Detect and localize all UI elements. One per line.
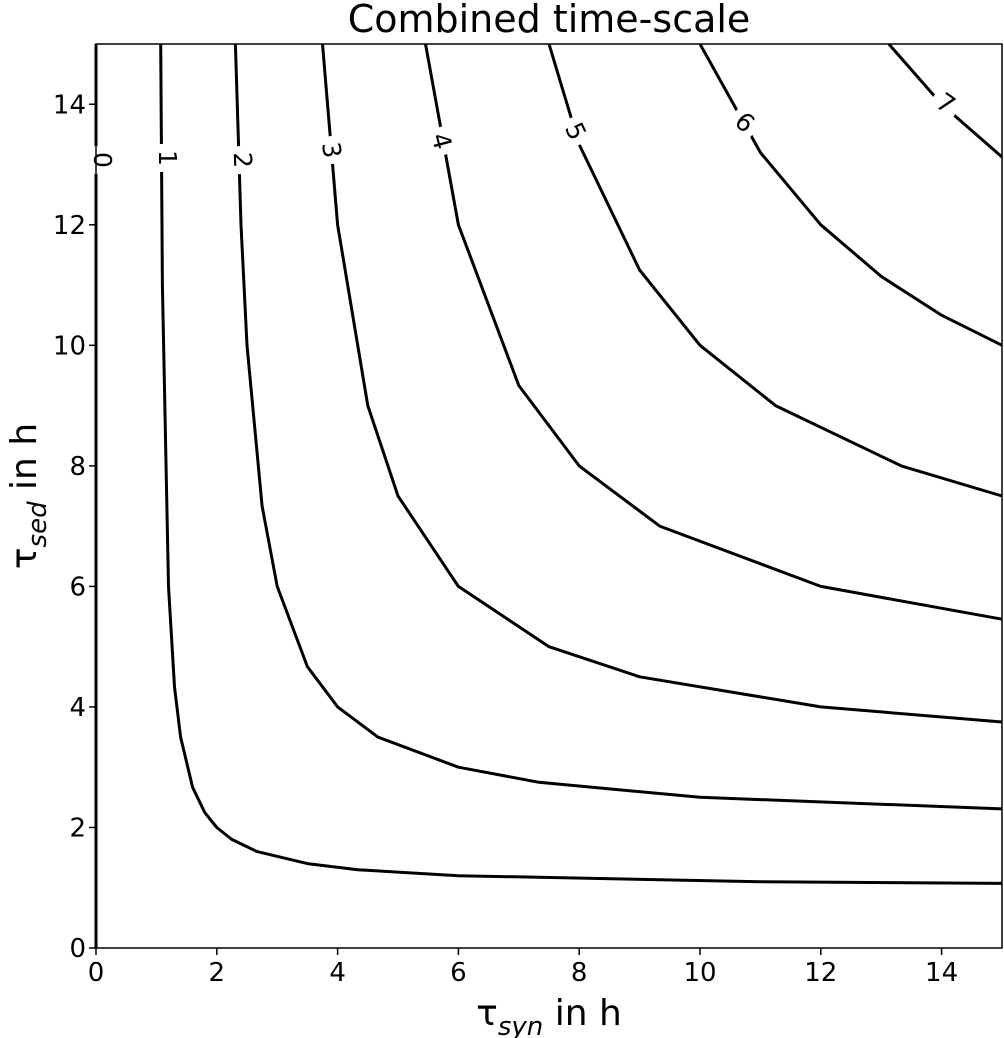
contour-line <box>698 43 1003 347</box>
contour-label-bg <box>725 102 765 142</box>
x-tick-label: 2 <box>209 958 226 988</box>
contour-line <box>159 43 1003 885</box>
contour-label-bg <box>229 145 257 175</box>
y-tick-label: 14 <box>53 90 86 120</box>
y-tick-label: 6 <box>69 572 86 602</box>
x-tick-label: 10 <box>683 958 716 988</box>
y-label-text: in h <box>4 423 45 502</box>
contour-label-group: 1 <box>153 144 182 172</box>
contour-line <box>321 43 1003 724</box>
y-tick-label: 10 <box>53 331 86 361</box>
y-tick-label: 4 <box>69 693 86 723</box>
contour-label-group: 4 <box>425 124 459 158</box>
plot-frame <box>95 43 1003 949</box>
contour-label-group: 7 <box>927 84 965 122</box>
contour-label-group: 5 <box>558 112 594 150</box>
y-tick-label: 12 <box>53 211 86 241</box>
contour-label: 4 <box>425 130 457 153</box>
contour-label-group: 6 <box>725 102 765 142</box>
contour-label-bg <box>558 112 594 150</box>
contour-label-bg <box>155 144 181 172</box>
contour-line <box>233 43 1003 811</box>
x-tick-label: 0 <box>88 958 105 988</box>
x-label-subscript: syn <box>498 1012 543 1038</box>
x-tick-label: 14 <box>925 958 958 988</box>
x-tick-label: 6 <box>450 958 467 988</box>
contour-label-group: 2 <box>228 145 258 175</box>
y-label-symbol: τ <box>4 547 45 569</box>
x-axis-label: τsyn in h <box>476 993 622 1038</box>
contour-label-bg <box>927 84 965 122</box>
x-label-text: in h <box>543 993 622 1034</box>
y-tick-label: 0 <box>69 934 86 964</box>
x-label-symbol: τ <box>476 993 498 1034</box>
x-tick-label: 4 <box>329 958 346 988</box>
chart-title: Combined time-scale <box>348 0 751 41</box>
plot-area: 0 1 2 3 4 5 6 7 <box>88 43 1003 948</box>
contour-line <box>424 43 1003 621</box>
contour-label-bg <box>425 124 459 158</box>
y-label-subscript: sed <box>23 501 53 548</box>
contour-label: 3 <box>316 140 347 160</box>
y-axis-label: τsed in h <box>4 423 53 569</box>
y-tick-label: 2 <box>69 813 86 843</box>
contour-label: 2 <box>228 152 258 169</box>
x-tick-label: 8 <box>571 958 588 988</box>
x-tick-label: 12 <box>804 958 837 988</box>
contour-label: 0 <box>88 152 117 168</box>
contour-label: 1 <box>153 150 182 166</box>
contour-label-group: 3 <box>316 134 347 166</box>
y-tick-label: 8 <box>69 452 86 482</box>
contour-label-group: 0 <box>88 146 117 174</box>
contour-label-bg <box>317 134 347 166</box>
